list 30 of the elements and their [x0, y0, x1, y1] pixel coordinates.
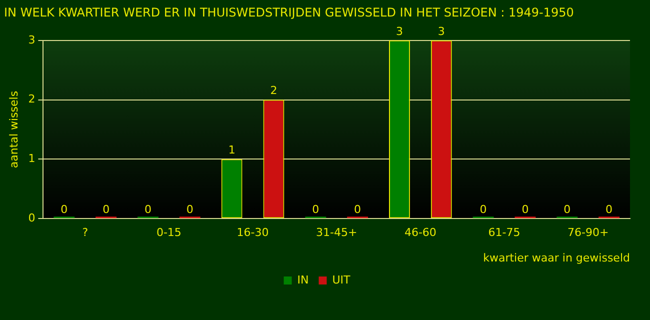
- x-tick-label: 31-45+: [316, 226, 358, 240]
- data-label: 0: [564, 202, 571, 216]
- x-tick-label: ?: [82, 226, 88, 240]
- data-label: 0: [522, 202, 529, 216]
- legend-label: UIT: [332, 273, 351, 286]
- y-tick-label: 2: [28, 92, 36, 106]
- x-tick-label: 76-90+: [567, 226, 609, 240]
- data-label: 0: [354, 202, 362, 216]
- y-tick-label: 0: [28, 211, 36, 224]
- x-tick-label: 16-30: [236, 226, 269, 240]
- data-label: 1: [228, 144, 236, 157]
- x-tick-label: 46-60: [404, 226, 436, 240]
- chart-title: IN WELK KWARTIER WERD ER IN THUISWEDSTRIJDEN GEWISSELD IN HET SEIZOEN : 1949-1950: [4, 5, 574, 20]
- y-axis-title: aantal wissels: [7, 90, 20, 168]
- data-label: 0: [144, 202, 152, 216]
- x-tick-label: 61-75: [488, 226, 520, 240]
- data-label: 0: [102, 202, 110, 216]
- data-label: 0: [312, 202, 320, 216]
- legend-label: IN: [297, 273, 309, 286]
- data-label: 3: [396, 24, 403, 38]
- y-tick-label: 1: [28, 152, 36, 166]
- data-label: 0: [606, 202, 613, 216]
- x-axis-title: kwartier waar in gewisseld: [483, 251, 630, 264]
- data-label: 2: [270, 84, 278, 98]
- data-label: 3: [438, 24, 445, 38]
- x-tick-label: 0-15: [156, 226, 182, 240]
- y-tick-label: 3: [28, 33, 36, 46]
- data-label: 0: [60, 202, 68, 216]
- data-label: 0: [480, 202, 487, 216]
- data-label: 0: [186, 202, 194, 216]
